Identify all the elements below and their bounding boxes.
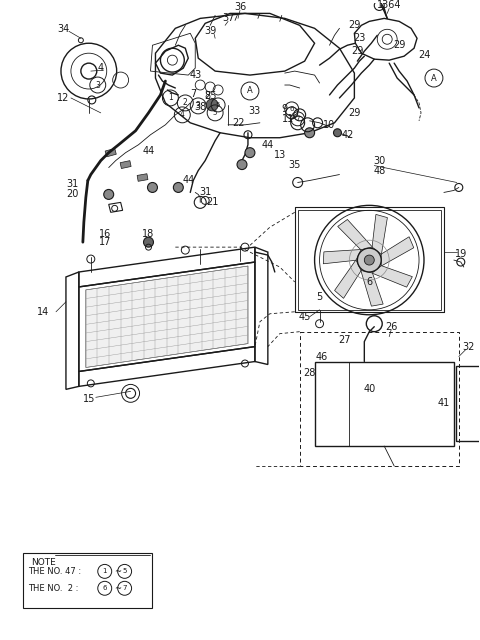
Text: 15: 15 — [83, 394, 95, 404]
Text: 39: 39 — [204, 26, 216, 36]
Text: 9: 9 — [282, 104, 288, 114]
Text: 13: 13 — [274, 150, 286, 159]
Text: 17: 17 — [98, 237, 111, 247]
Text: 26: 26 — [385, 322, 397, 332]
Polygon shape — [324, 250, 361, 264]
Text: ~: ~ — [114, 584, 120, 593]
Text: 25: 25 — [204, 91, 216, 101]
Text: 22: 22 — [232, 118, 244, 128]
Polygon shape — [381, 237, 414, 266]
Polygon shape — [137, 173, 148, 181]
Text: 29: 29 — [351, 46, 363, 56]
Circle shape — [334, 129, 341, 137]
Text: 5: 5 — [213, 110, 217, 116]
Text: 23: 23 — [353, 33, 366, 44]
Text: 5: 5 — [216, 102, 220, 108]
Text: 30: 30 — [373, 156, 385, 166]
Text: 5: 5 — [122, 568, 127, 574]
Circle shape — [364, 255, 374, 265]
Bar — [298, 211, 441, 310]
Circle shape — [144, 237, 154, 247]
Text: 31: 31 — [199, 188, 211, 197]
Text: 7: 7 — [122, 586, 127, 591]
Text: 24: 24 — [418, 50, 430, 60]
Text: 1: 1 — [168, 93, 173, 102]
Text: 19: 19 — [455, 249, 467, 259]
Text: 29: 29 — [393, 40, 405, 50]
Text: 3: 3 — [96, 81, 100, 90]
Text: 1: 1 — [103, 568, 107, 574]
Text: 29: 29 — [348, 108, 360, 118]
Text: 45: 45 — [299, 312, 311, 322]
Text: 48: 48 — [373, 166, 385, 175]
Text: 6: 6 — [366, 277, 372, 287]
Text: 4: 4 — [180, 110, 185, 119]
Circle shape — [305, 128, 314, 138]
Text: 7: 7 — [295, 116, 300, 122]
Text: 5: 5 — [316, 292, 323, 302]
Text: 44: 44 — [143, 146, 155, 156]
Text: 32: 32 — [463, 342, 475, 351]
Text: 12: 12 — [57, 93, 69, 103]
Polygon shape — [372, 214, 387, 255]
Text: 35: 35 — [288, 159, 301, 170]
Text: 33: 33 — [249, 106, 261, 116]
Text: 38: 38 — [194, 102, 206, 112]
Text: 4: 4 — [98, 63, 104, 73]
Text: 28: 28 — [303, 369, 316, 378]
Text: A: A — [431, 74, 437, 83]
Circle shape — [173, 182, 183, 193]
Text: 43: 43 — [189, 70, 202, 80]
Text: 31: 31 — [67, 179, 79, 189]
Text: THE NO. 47 :: THE NO. 47 : — [28, 567, 81, 576]
Text: 36: 36 — [234, 3, 246, 12]
Text: 46: 46 — [315, 351, 328, 362]
Text: 44: 44 — [262, 140, 274, 150]
Text: 37: 37 — [222, 13, 234, 24]
Polygon shape — [120, 161, 131, 168]
Polygon shape — [86, 266, 248, 367]
Text: 3: 3 — [196, 101, 201, 111]
Text: 16: 16 — [98, 229, 111, 239]
Bar — [314, 362, 454, 446]
Text: 42: 42 — [341, 130, 354, 140]
Circle shape — [245, 148, 255, 157]
Text: 21: 21 — [206, 197, 218, 207]
Text: 8: 8 — [204, 91, 210, 101]
Text: 29: 29 — [348, 20, 360, 30]
Circle shape — [206, 99, 218, 111]
Text: ~: ~ — [114, 567, 120, 576]
Circle shape — [237, 159, 247, 170]
Text: NOTE: NOTE — [31, 559, 56, 568]
Text: 6: 6 — [103, 586, 107, 591]
Text: THE NO.  2 :: THE NO. 2 : — [28, 584, 79, 593]
Text: 18: 18 — [143, 229, 155, 239]
Text: 14: 14 — [37, 307, 49, 317]
Polygon shape — [338, 220, 372, 250]
Circle shape — [104, 189, 114, 200]
Text: 2: 2 — [183, 99, 188, 108]
Polygon shape — [105, 148, 116, 157]
Text: 7: 7 — [190, 89, 196, 99]
Text: 27: 27 — [338, 335, 351, 344]
Polygon shape — [372, 266, 412, 287]
Text: 6: 6 — [289, 106, 294, 112]
Polygon shape — [335, 260, 361, 298]
Circle shape — [358, 248, 381, 272]
Bar — [23, 554, 153, 608]
Circle shape — [147, 182, 157, 193]
Text: 41: 41 — [438, 398, 450, 408]
Text: 10: 10 — [324, 120, 336, 130]
Text: A: A — [247, 86, 253, 95]
Text: 1364: 1364 — [377, 1, 401, 10]
Text: 40: 40 — [363, 385, 375, 394]
Text: 34: 34 — [57, 24, 69, 35]
Text: 44: 44 — [182, 175, 194, 186]
Text: 11: 11 — [282, 114, 294, 124]
Polygon shape — [361, 270, 383, 306]
Text: 20: 20 — [67, 189, 79, 200]
